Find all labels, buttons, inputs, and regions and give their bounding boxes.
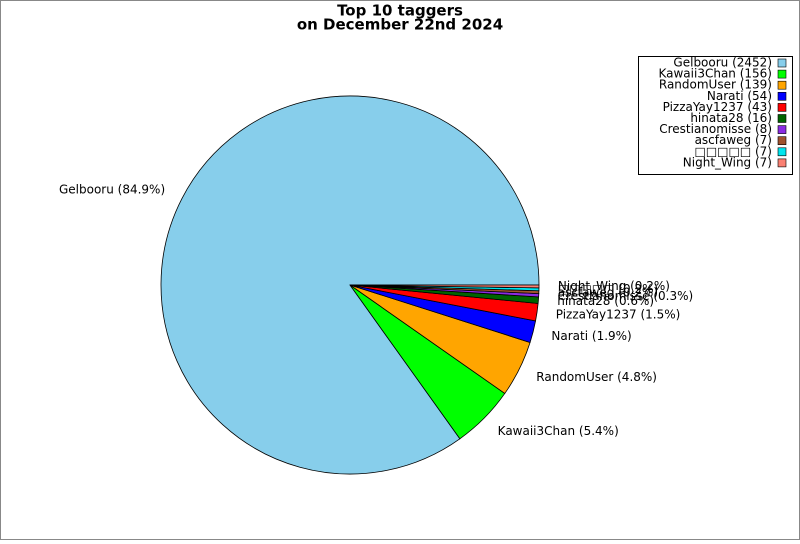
slice-label: PizzaYay1237 (1.5%) (556, 307, 681, 321)
legend-swatch (777, 69, 787, 79)
legend-label: Night_Wing (7) (683, 155, 772, 169)
legend-swatch (777, 80, 787, 90)
chart-title: on December 22nd 2024 (297, 16, 503, 34)
slice-label: Crestianomisse (0.3%) (558, 289, 694, 303)
legend-label: Narati (54) (707, 89, 772, 103)
legend-label: ascfaweg (7) (695, 133, 772, 147)
legend-label: Crestianomisse (8) (659, 122, 772, 136)
legend-swatch (777, 158, 787, 168)
legend-swatch (777, 114, 787, 123)
pie-slice (349, 284, 540, 289)
slice-label: Night_Wing (0.2%) (558, 279, 670, 293)
legend-label: PizzaYay1237 (43) (663, 100, 772, 114)
chart-title: Top 10 taggers (337, 2, 463, 20)
legend-swatch (777, 58, 787, 68)
slice-label: Gelbooru (84.9%) (59, 182, 165, 196)
legend-box (638, 56, 793, 175)
slice-label: hinata28 (0.6%) (557, 294, 654, 308)
slice-label: Kawaii3Chan (5.4%) (498, 424, 619, 438)
slice-label: Narati (1.9%) (551, 329, 631, 343)
legend-label: RandomUser (139) (659, 78, 772, 92)
legend-label: hinata28 (16) (690, 111, 772, 125)
legend-label: Gelbooru (2452) (673, 56, 772, 70)
legend-swatch (777, 136, 787, 145)
legend-swatch (777, 125, 787, 134)
slice-label: □□□□□ (0.2%) (558, 282, 658, 296)
legend-swatch (777, 92, 787, 101)
legend-swatch (777, 147, 787, 157)
legend-swatch (777, 103, 787, 112)
slice-label: RandomUser (4.8%) (536, 370, 657, 384)
legend-label: □□□□□ (7) (694, 144, 772, 158)
slice-label: ascfaweg (0.2%) (558, 285, 658, 299)
legend-label: Kawaii3Chan (156) (658, 67, 772, 81)
